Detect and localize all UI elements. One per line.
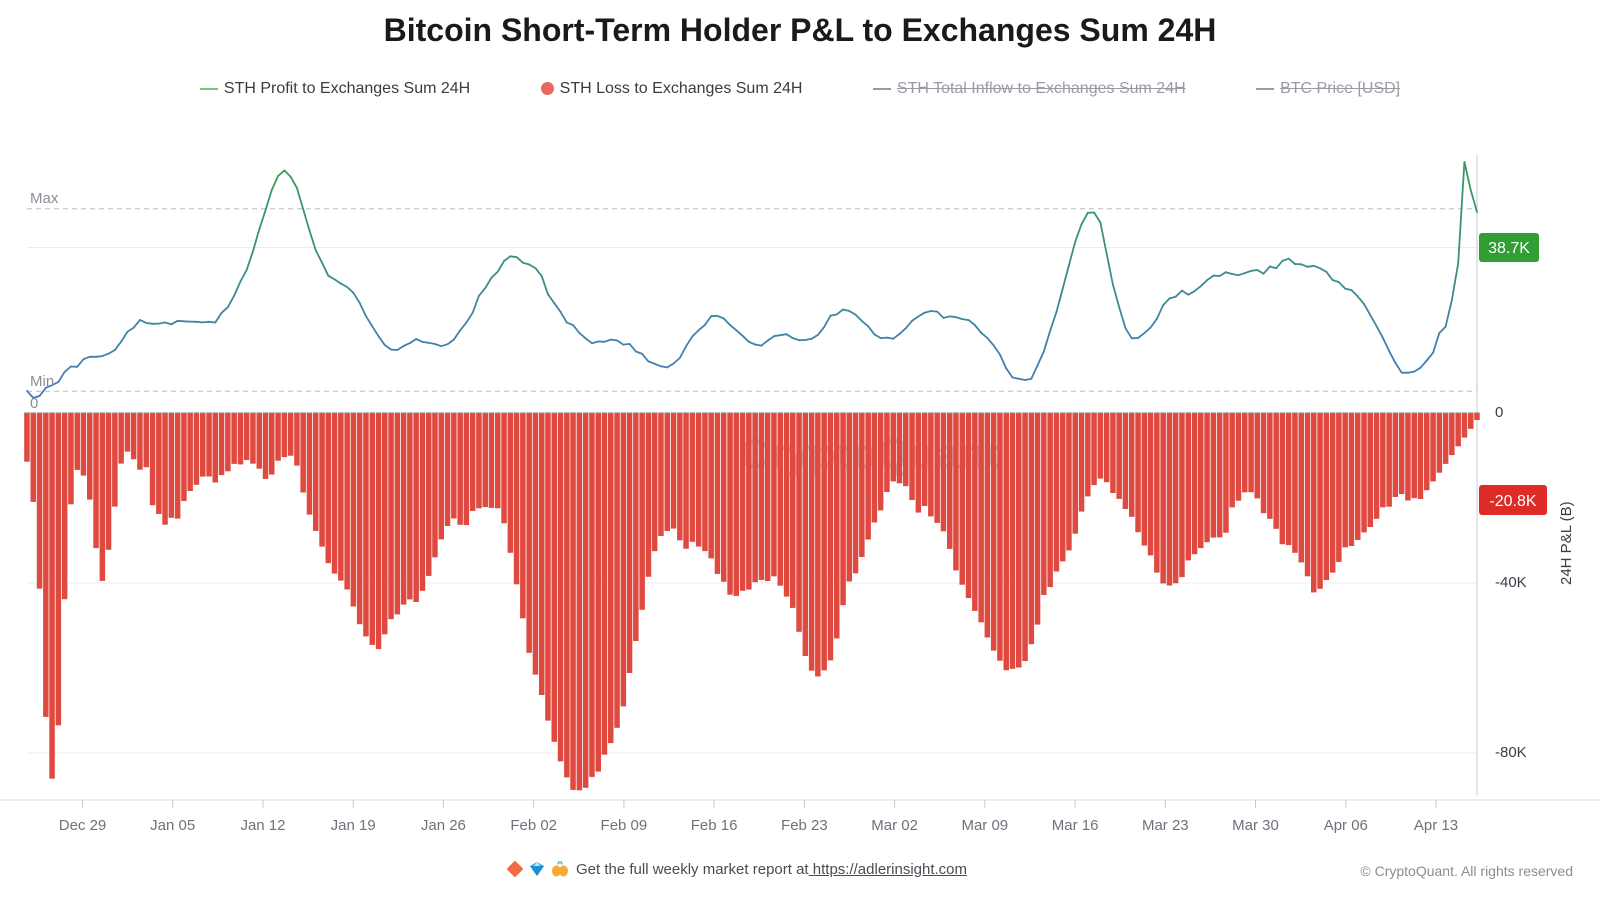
svg-text:-40K: -40K: [1495, 574, 1527, 591]
svg-text:Min: Min: [30, 373, 54, 390]
svg-text:0: 0: [30, 395, 38, 412]
svg-text:38.7K: 38.7K: [1488, 240, 1530, 257]
svg-text:-80K: -80K: [1495, 744, 1527, 761]
svg-text:Max: Max: [30, 190, 59, 207]
svg-text:-20.8K: -20.8K: [1489, 493, 1536, 510]
svg-text:0: 0: [1495, 404, 1503, 421]
